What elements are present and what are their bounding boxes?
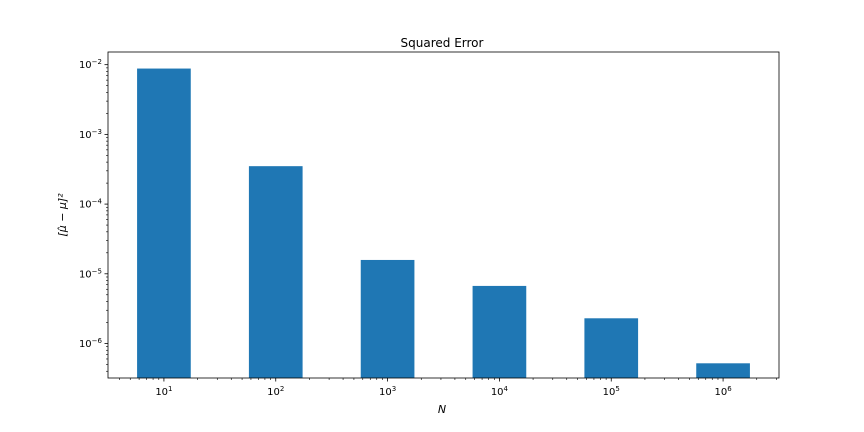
chart-title: Squared Error [401, 36, 484, 50]
bar-10^4 [472, 285, 527, 378]
y-tick-label: 10−5 [79, 267, 102, 280]
x-tick-label: 103 [379, 385, 396, 398]
bar-10^3 [360, 259, 415, 378]
x-tick-label: 102 [267, 385, 284, 398]
x-tick-label: 105 [603, 385, 620, 398]
x-tick-label: 104 [491, 385, 509, 398]
y-tick-label: 10−3 [79, 128, 102, 141]
plot-frame [107, 51, 780, 379]
y-tick-label: 10−2 [79, 58, 102, 71]
x-axis: 101 102 103 104 105 106 [119, 378, 777, 398]
bar-10^1 [137, 68, 191, 379]
bars-group [137, 68, 750, 379]
bar-10^2 [248, 166, 303, 378]
bar-10^5 [584, 318, 639, 378]
x-tick-label: 106 [714, 385, 732, 398]
y-tick-label: 10−4 [79, 198, 103, 211]
y-axis-label: [μ̂ − μ]² [56, 193, 69, 237]
y-tick-label: 10−6 [79, 337, 103, 350]
bar-10^6 [696, 363, 750, 378]
x-axis-label: N [438, 403, 446, 416]
x-tick-label: 101 [155, 385, 172, 398]
y-axis: 10−6 10−5 10−4 10−3 10−2 [79, 58, 108, 372]
